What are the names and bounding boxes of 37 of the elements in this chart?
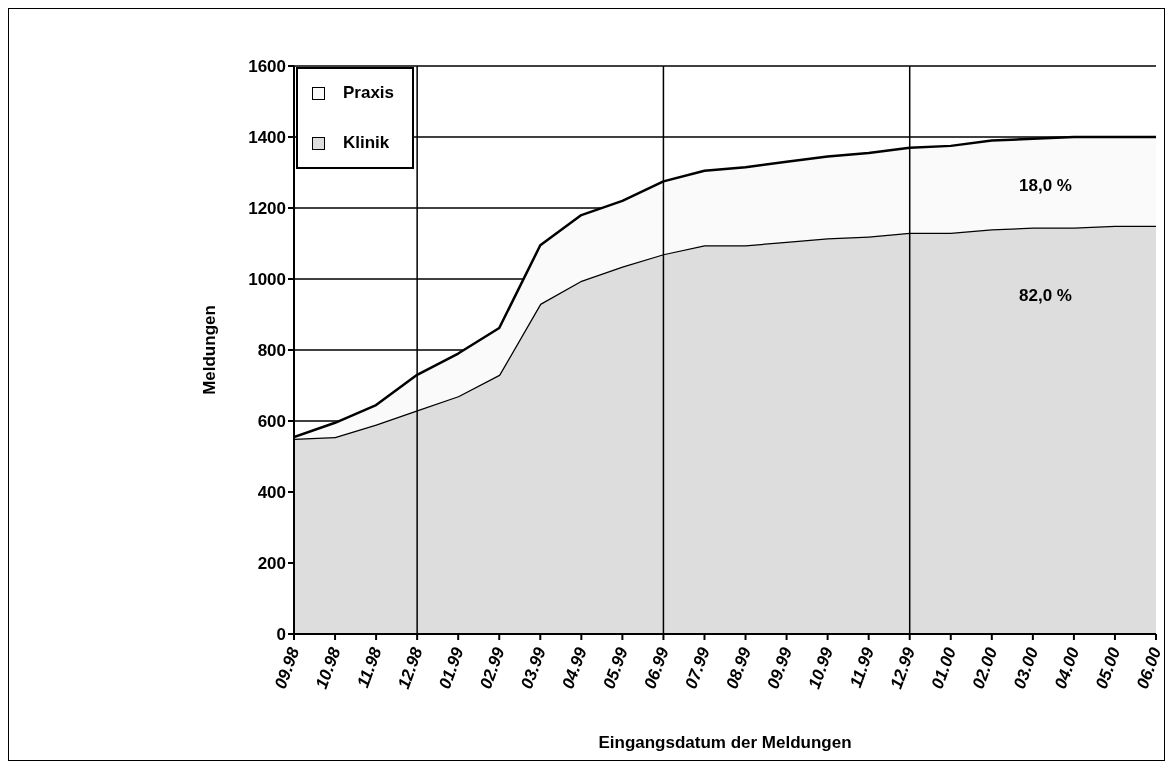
x-tick-label: 11.99	[846, 644, 879, 691]
x-tick-label: 06.00	[1132, 644, 1166, 692]
legend-label: Klinik	[343, 133, 390, 153]
x-tick-label: 11.98	[353, 644, 386, 691]
x-tick-label: 04.99	[558, 644, 591, 692]
y-tick-label: 1400	[248, 128, 286, 148]
x-tick-label: 05.99	[599, 644, 632, 692]
x-tick-label: 12.99	[886, 644, 920, 692]
x-tick-label: 01.00	[927, 644, 961, 692]
y-tick-label: 1200	[248, 199, 286, 219]
x-tick-label: 09.98	[270, 644, 304, 692]
y-tick-label: 800	[257, 341, 286, 361]
x-tick-label: 04.00	[1050, 644, 1084, 692]
x-axis-title: Eingangsdatum der Meldungen	[598, 733, 852, 752]
annotation: 82,0 %	[1019, 286, 1072, 306]
annotation: 18,0 %	[1019, 176, 1072, 196]
x-tick-label: 03.00	[1009, 644, 1043, 692]
x-tick-label: 06.99	[640, 644, 673, 692]
x-tick-label: 01.99	[435, 644, 468, 692]
y-tick-label: 200	[257, 554, 286, 574]
x-tick-label: 02.99	[476, 644, 509, 692]
x-tick-label: 08.99	[722, 644, 756, 692]
y-tick-label: 400	[257, 483, 286, 503]
x-tick-label: 03.99	[517, 644, 550, 692]
y-tick-label: 0	[276, 625, 286, 645]
y-tick-label: 600	[257, 412, 286, 432]
y-axis-title: Meldungen	[200, 305, 220, 395]
x-tick-label: 10.99	[804, 644, 838, 692]
x-tick-label: 12.98	[394, 644, 427, 692]
x-tick-label: 02.00	[968, 644, 1002, 692]
y-tick-label: 1000	[248, 270, 286, 290]
x-tick-label: 07.99	[681, 644, 715, 692]
x-tick-label: 05.00	[1091, 644, 1125, 692]
y-tick-label: 1600	[248, 57, 286, 77]
x-tick-label: 10.98	[311, 644, 345, 692]
legend-label: Praxis	[343, 83, 395, 103]
x-tick-label: 09.99	[763, 644, 797, 692]
